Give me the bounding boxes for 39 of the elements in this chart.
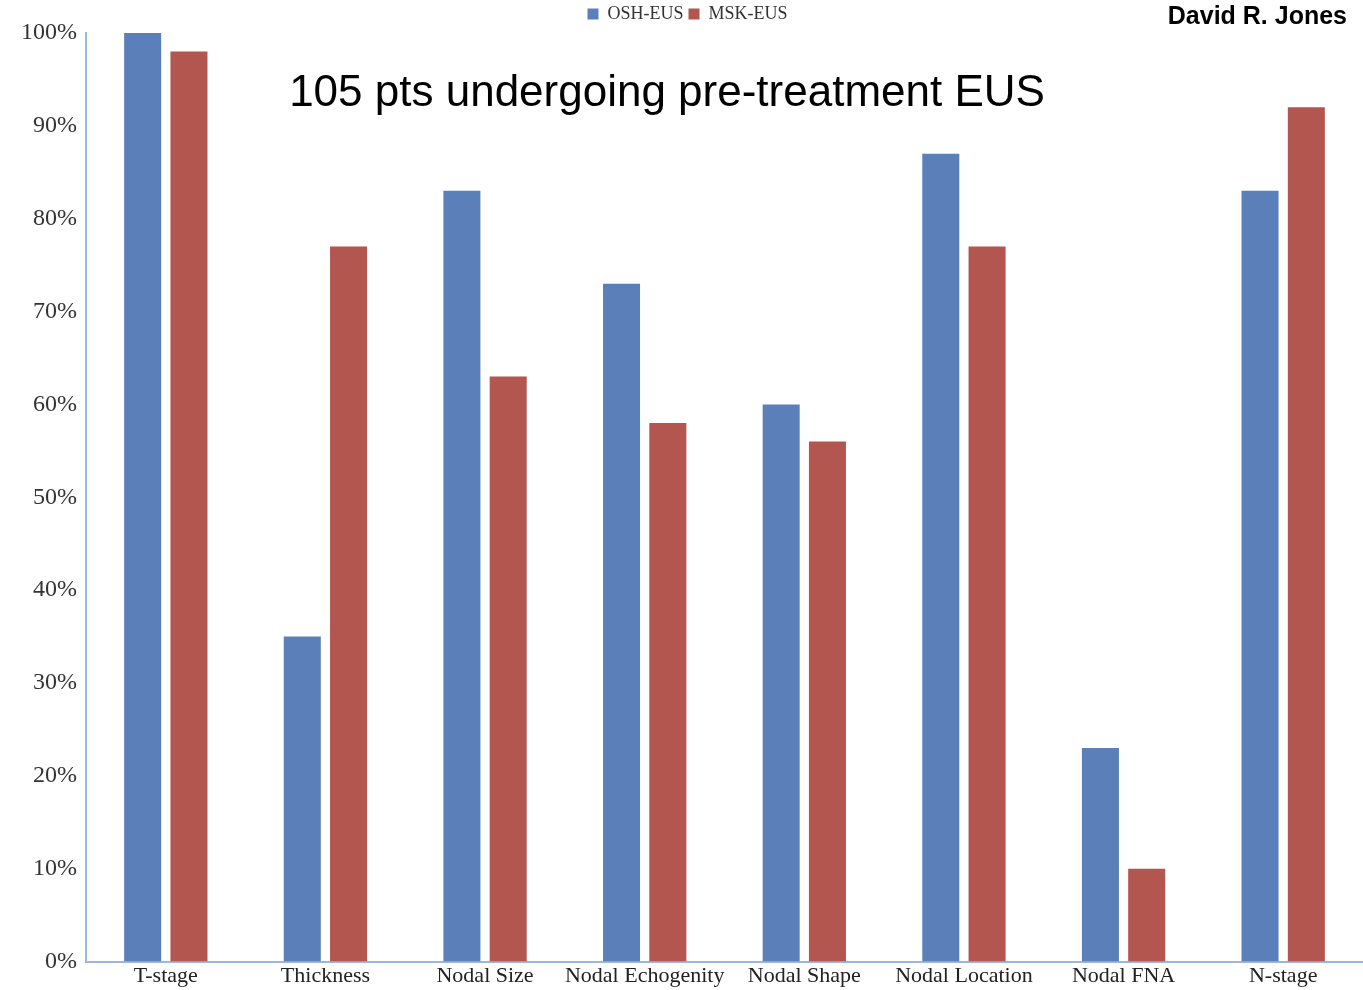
bar	[283, 636, 321, 962]
bar	[1128, 868, 1166, 962]
y-tick-label: 40%	[32, 575, 77, 602]
text: David R. Jones	[1167, 1, 1347, 29]
y-tick-label: 20%	[32, 761, 77, 788]
x-tick-label: Nodal FNA	[1071, 961, 1176, 987]
bar	[808, 441, 846, 962]
bar	[968, 246, 1006, 962]
y-tick-label: 80%	[32, 204, 77, 231]
bar	[489, 376, 527, 962]
y-tick-label: 60%	[32, 389, 77, 416]
legend-label: MSK-EUS	[708, 2, 788, 23]
bar	[762, 404, 800, 962]
x-tick-label: Nodal Location	[895, 961, 1033, 987]
bar	[330, 246, 368, 962]
bar	[170, 51, 208, 962]
bar	[922, 153, 960, 962]
x-tick-label: T-stage	[133, 961, 198, 987]
y-tick-label: 0%	[44, 946, 77, 973]
bar	[1241, 190, 1279, 962]
text: 105 pts undergoing pre-treatment EUS	[289, 66, 1045, 115]
x-tick-label: Thickness	[280, 961, 371, 987]
y-tick-label: 100%	[20, 18, 77, 45]
y-tick-label: 70%	[32, 296, 77, 323]
x-tick-label: Nodal Size	[436, 961, 534, 987]
bar	[124, 33, 162, 962]
x-tick-label: Nodal Echogenity	[564, 961, 725, 987]
bar	[443, 190, 481, 962]
y-tick-label: 30%	[32, 668, 77, 695]
bar	[603, 283, 641, 962]
y-tick-label: 10%	[32, 854, 77, 881]
x-tick-label: N-stage	[1248, 961, 1318, 987]
bar	[1081, 748, 1119, 962]
y-tick-label: 90%	[32, 111, 77, 138]
bar	[1287, 107, 1325, 962]
bar	[649, 423, 687, 962]
x-tick-label: Nodal Shape	[747, 961, 861, 987]
y-tick-label: 50%	[32, 482, 77, 509]
legend-label: OSH-EUS	[607, 2, 684, 23]
